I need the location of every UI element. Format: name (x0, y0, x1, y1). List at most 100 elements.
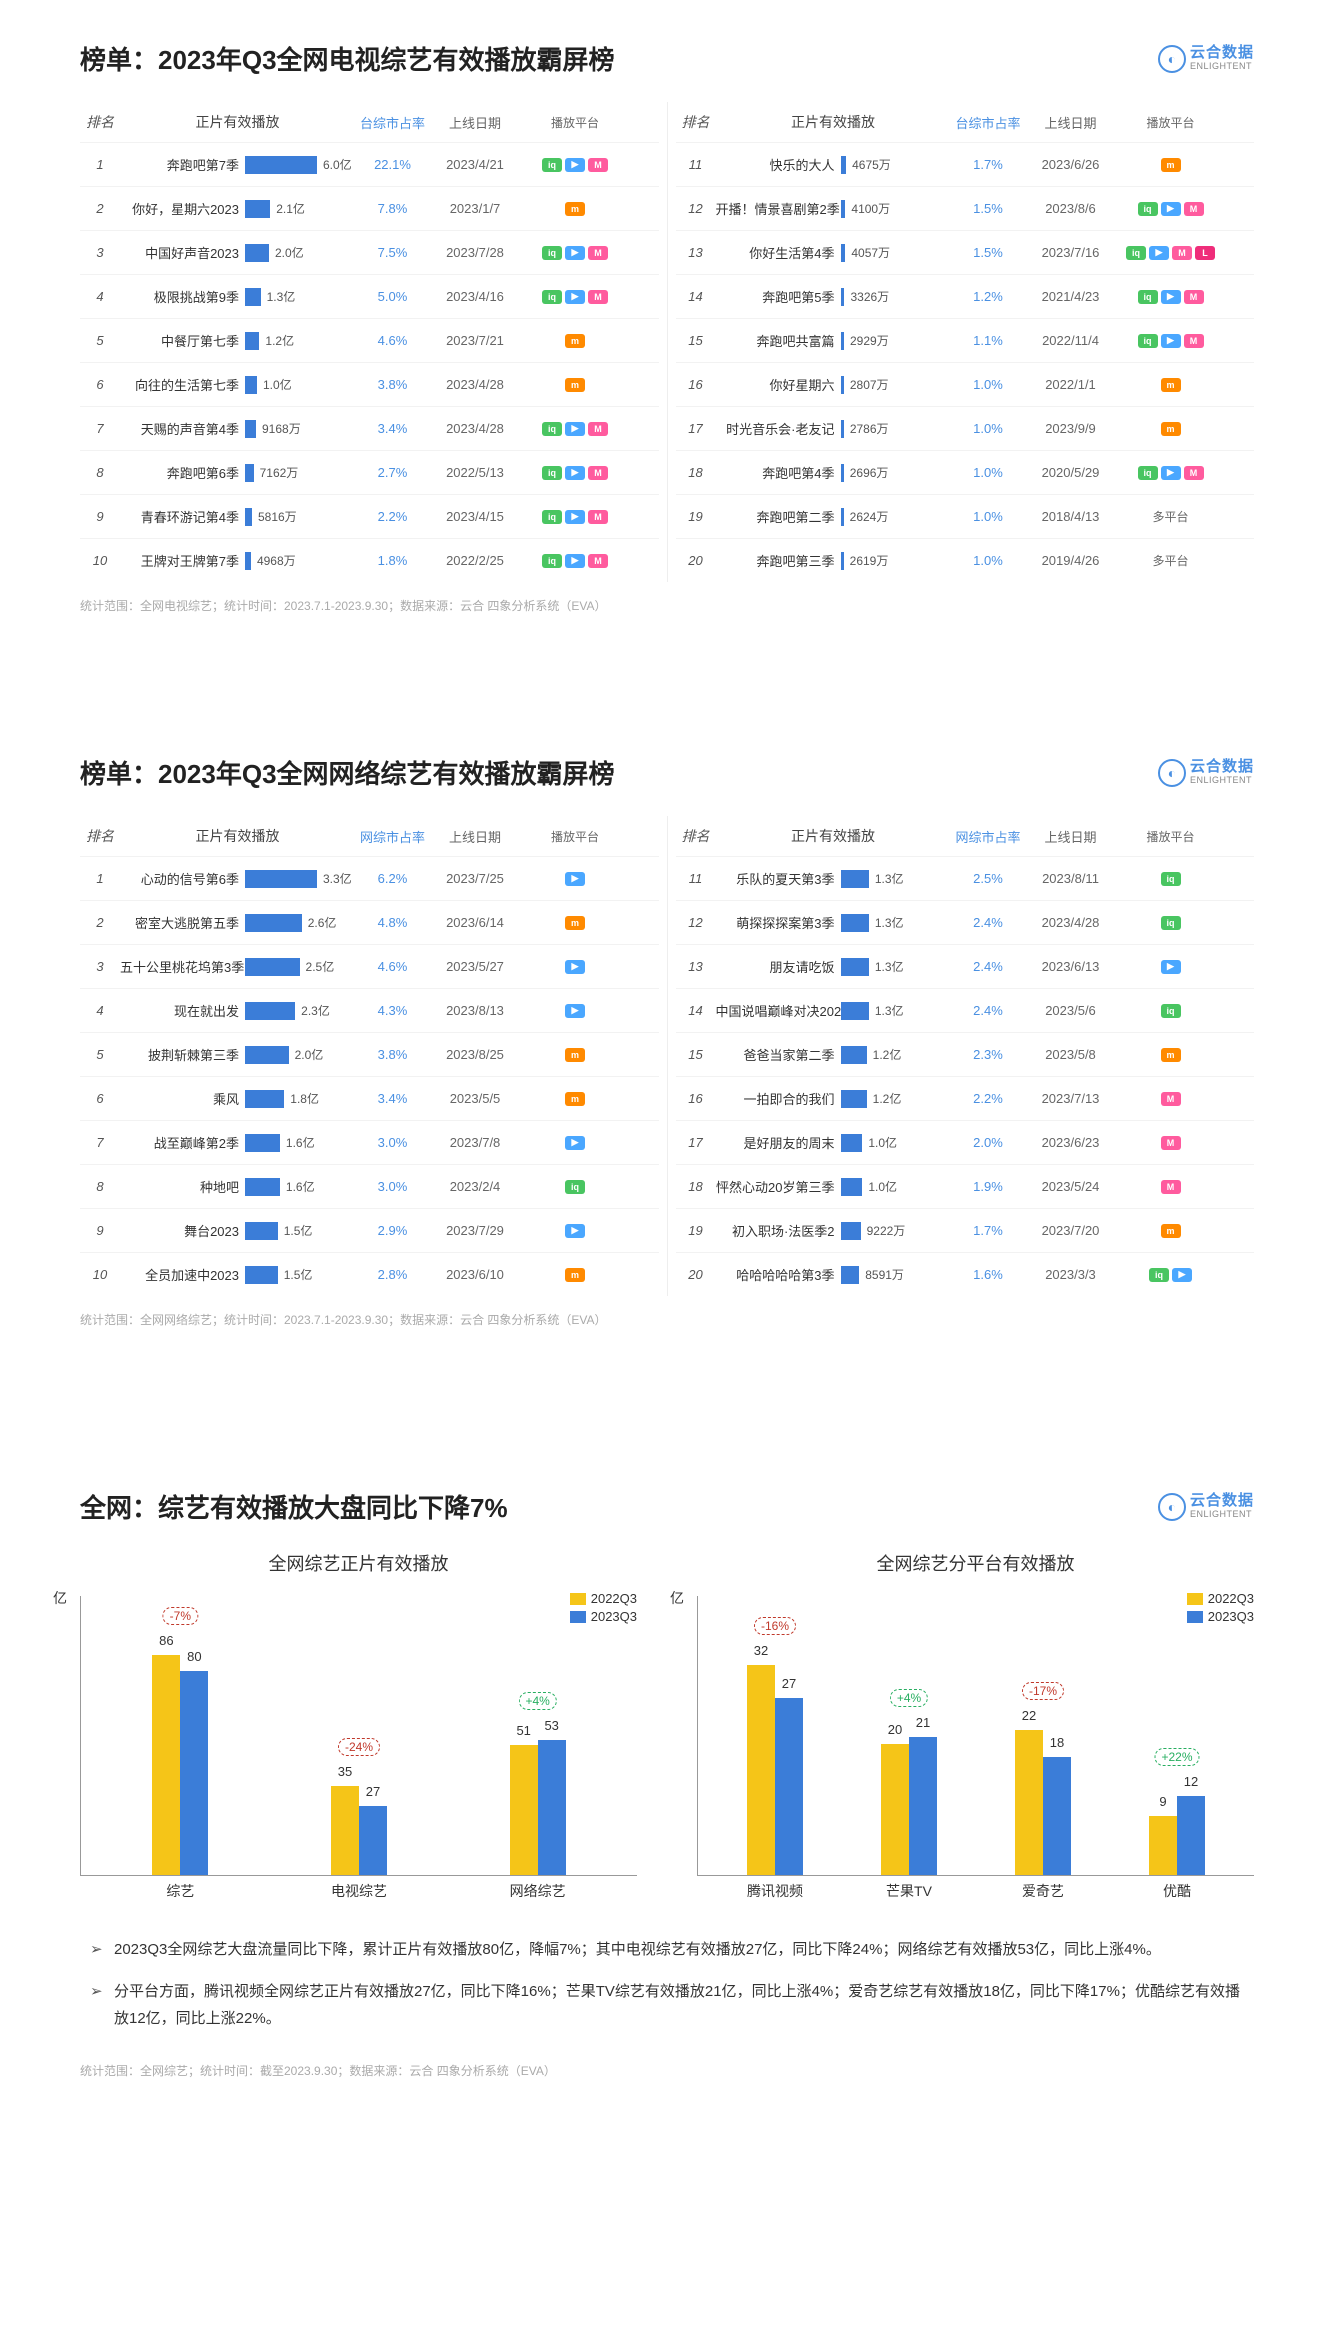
bar-2023: 12 (1177, 1796, 1205, 1875)
cell-platform: m (520, 916, 630, 930)
play-bar (245, 1046, 289, 1064)
cell-date: 2023/7/28 (430, 245, 520, 260)
play-bar (841, 1222, 861, 1240)
platform-icon-migu: M (1161, 1180, 1181, 1194)
table-row: 11 乐队的夏天第3季 1.3亿 2.5% 2023/8/11 iq (676, 856, 1255, 900)
chart-area: 亿 2022Q3 2023Q3 -7% 86 80 综艺 -24% 35 27 … (80, 1596, 637, 1876)
platform-icon-tencent: ▶ (565, 554, 585, 568)
cell-date: 2023/4/28 (430, 377, 520, 392)
cell-bar: 5816万 (245, 508, 355, 526)
play-bar (245, 1178, 280, 1196)
bar-value: 27 (782, 1676, 796, 1691)
cell-share: 3.0% (355, 1179, 430, 1194)
cell-date: 2023/1/7 (430, 201, 520, 216)
bar-label: 1.6亿 (286, 1178, 315, 1195)
cell-share: 3.8% (355, 1047, 430, 1062)
logo-en: ENLIGHTENT (1190, 62, 1254, 72)
bars-container: -16% 32 27 腾讯视频 +4% 20 21 芒果TV -17% 22 1… (698, 1596, 1254, 1875)
legend-swatch (1187, 1611, 1203, 1623)
bar-label: 2696万 (850, 464, 889, 481)
delta-badge: +4% (518, 1692, 556, 1710)
cell-platform: M (1116, 1136, 1226, 1150)
cell-date: 2023/7/20 (1026, 1223, 1116, 1238)
cell-rank: 13 (676, 245, 716, 260)
table-row: 2 密室大逃脱第五季 2.6亿 4.8% 2023/6/14 m (80, 900, 659, 944)
title-prefix: 榜单： (80, 759, 158, 789)
cell-rank: 6 (80, 377, 120, 392)
platform-icon-iqiyi: iq (1138, 290, 1158, 304)
bar-value: 86 (159, 1633, 173, 1648)
platform-icon-tencent: ▶ (565, 1004, 585, 1018)
play-bar (245, 508, 252, 526)
cell-share: 2.4% (951, 1003, 1026, 1018)
table-left: 排名 正片有效播放 台综市占率 上线日期 播放平台 1 奔跑吧第7季 6.0亿 … (80, 102, 668, 582)
cell-name: 你好生活第4季 (716, 243, 841, 262)
cell-name: 现在就出发 (120, 1001, 245, 1020)
cell-share: 2.9% (355, 1223, 430, 1238)
table-row: 18 奔跑吧第4季 2696万 1.0% 2020/5/29 iq▶M (676, 450, 1255, 494)
cell-name: 天赐的声音第4季 (120, 419, 245, 438)
cell-bar: 3.3亿 (245, 870, 355, 888)
cell-date: 2018/4/13 (1026, 509, 1116, 524)
cell-share: 4.8% (355, 915, 430, 930)
cell-name: 种地吧 (120, 1177, 245, 1196)
cell-platform: M (1116, 1180, 1226, 1194)
bar-label: 1.5亿 (284, 1266, 313, 1283)
cell-platform: iq (1116, 916, 1226, 930)
bar-group: -17% 22 18 爱奇艺 (976, 1730, 1110, 1875)
cell-date: 2023/6/10 (430, 1267, 520, 1282)
cell-name: 开播！情景喜剧第2季 (716, 199, 841, 218)
cell-date: 2023/7/29 (430, 1223, 520, 1238)
cell-bar: 4968万 (245, 552, 355, 570)
cell-bar: 2.1亿 (245, 200, 355, 218)
header-share: 网综市占率 (951, 827, 1026, 846)
bar-group: +4% 20 21 芒果TV (842, 1737, 976, 1875)
platform-icon-migu: M (588, 422, 608, 436)
cell-platform: m (1116, 422, 1226, 436)
platform-icon-iqiyi: iq (1161, 916, 1181, 930)
logo-text: 云合数据 ENLIGHTENT (1190, 759, 1254, 785)
cell-bar: 2807万 (841, 376, 951, 394)
bar-group: +4% 51 53 网络综艺 (448, 1740, 627, 1875)
bar-2023: 53 (538, 1740, 566, 1875)
bar-2022: 9 (1149, 1816, 1177, 1875)
bar-label: 1.8亿 (290, 1090, 319, 1107)
footnote: 统计范围：全网网络综艺；统计时间：2023.7.1-2023.9.30；数据来源… (80, 1311, 1254, 1328)
cell-date: 2023/5/27 (430, 959, 520, 974)
platform-icon-mgtv: m (1161, 158, 1181, 172)
legend-label: 2023Q3 (591, 1609, 637, 1624)
cell-bar: 4057万 (841, 244, 951, 262)
bar-value: 35 (338, 1764, 352, 1779)
chart-section: 全网：综艺有效播放大盘同比下降7% ◐ 云合数据 ENLIGHTENT 全网综艺… (0, 1448, 1334, 2119)
cell-bar: 1.3亿 (841, 1002, 951, 1020)
platform-icon-migu: M (588, 510, 608, 524)
header-rank: 排名 (676, 826, 716, 846)
cell-name: 怦然心动20岁第三季 (716, 1177, 841, 1196)
platform-icon-iqiyi: iq (542, 158, 562, 172)
bar-label: 6.0亿 (323, 156, 352, 173)
platform-icon-ltv: L (1195, 246, 1215, 260)
play-bar (245, 420, 256, 438)
play-bar (841, 1178, 863, 1196)
bar-label: 1.0亿 (868, 1134, 897, 1151)
ranking-section-1: 榜单：2023年Q3全网电视综艺有效播放霸屏榜 ◐ 云合数据 ENLIGHTEN… (0, 0, 1334, 654)
platform-icon-tencent: ▶ (565, 422, 585, 436)
table-row: 3 中国好声音2023 2.0亿 7.5% 2023/7/28 iq▶M (80, 230, 659, 274)
cell-bar: 1.3亿 (841, 958, 951, 976)
cell-bar: 2929万 (841, 332, 951, 350)
cell-share: 3.0% (355, 1135, 430, 1150)
cell-date: 2023/8/6 (1026, 201, 1116, 216)
platform-icon-migu: M (588, 290, 608, 304)
cell-share: 1.9% (951, 1179, 1026, 1194)
cell-bar: 1.0亿 (245, 376, 355, 394)
cell-date: 2023/4/28 (430, 421, 520, 436)
bar-2022: 32 (747, 1665, 775, 1875)
cell-name: 奔跑吧第6季 (120, 463, 245, 482)
legend-item: 2022Q3 (1187, 1591, 1254, 1606)
cell-name: 向往的生活第七季 (120, 375, 245, 394)
platform-icon-mgtv: m (565, 334, 585, 348)
cell-platform: m (1116, 158, 1226, 172)
header-play: 正片有效播放 (120, 826, 355, 846)
table-row: 3 五十公里桃花坞第3季 2.5亿 4.6% 2023/5/27 ▶ (80, 944, 659, 988)
cell-date: 2023/6/26 (1026, 157, 1116, 172)
